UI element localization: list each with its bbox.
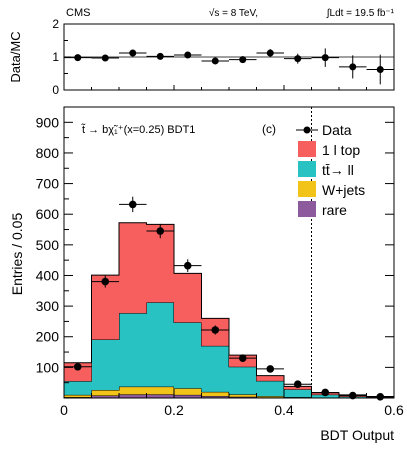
main-xlabel: BDT Output [320,427,394,443]
main-ytick-label: 200 [36,329,60,345]
legend: Data 1 l top tt̄→ ll W+jets rare [296,122,365,218]
ratio-point [74,54,82,62]
main-xtick-label: 0.4 [274,402,294,418]
data-point [156,227,165,235]
ratio-point [101,54,109,62]
main-ylabel: Entries / 0.05 [9,213,25,296]
ratio-point [321,54,329,62]
legend-1l-top-label: 1 l top [322,142,360,158]
legend-1l-top-swatch [298,141,316,157]
legend-rare-label: rare [322,202,347,218]
legend-ttbar-label: tt̄→ ll [322,162,354,178]
ratio-point [239,56,247,64]
lumi-label: ∫Ldt = 19.5 fb⁻¹ [326,8,395,19]
legend-wjets-swatch [298,181,316,197]
legend-ttbar: tt̄→ ll [298,161,354,178]
legend-rare-swatch [298,201,316,217]
data-point [73,362,82,371]
main-ytick-label: 400 [36,267,60,283]
ratio-point [129,49,137,57]
ratio-point [184,51,192,59]
main-ytick-label: 800 [36,145,60,161]
data-point [128,200,137,209]
data-point [321,388,330,397]
main-ytick-label: 500 [36,237,60,253]
main-ytick-label: 300 [36,298,60,314]
panel-label: (c) [262,122,276,136]
legend-1l-top: 1 l top [298,141,360,158]
legend-data: Data [296,122,352,138]
data-point [238,354,247,362]
data-point [101,277,110,286]
data-point [376,392,385,401]
experiment-label: CMS [66,7,90,19]
main-xtick-label: 0 [60,402,68,418]
ratio-point [266,49,274,57]
main-xtick-label: 0.6 [384,402,404,418]
legend-rare: rare [298,201,347,218]
data-point [293,380,302,389]
data-point [348,391,357,400]
main-ytick-label: 900 [36,114,60,130]
data-point [183,261,192,270]
main-panel: 100 200 300 400 500 600 700 800 900 0 0.2 0.4 0.6 t… [9,106,404,443]
ratio-ytick-label: 1 [52,50,59,64]
ratio-point [376,66,384,74]
ratio-point [211,57,219,65]
chart-title: t̃ → bχ̃₁⁺(x=0.25) BDT1 [81,123,196,136]
ratio-ytick-label: 0 [52,83,59,97]
data-point [211,326,220,334]
ratio-panel: 0 1 2 Data/MC [8,17,395,97]
main-xtick-label: 0.2 [164,402,184,418]
energy-label: √s = 8 TeV, [209,7,258,19]
stack-1-l-top [64,222,394,398]
main-ytick-label: 700 [36,176,60,192]
ratio-ylabel: Data/MC [8,31,23,82]
ratio-point [294,55,302,63]
legend-wjets: W+jets [298,181,365,198]
data-point [266,365,275,373]
ratio-point [156,52,164,60]
main-ytick-label: 600 [36,206,60,222]
legend-wjets-label: W+jets [322,182,365,198]
main-ytick-label: 100 [36,359,60,375]
legend-data-label: Data [322,122,352,138]
legend-data-marker [303,126,311,134]
ratio-ytick-label: 2 [52,17,59,31]
ratio-point [349,63,357,71]
legend-ttbar-swatch [298,161,316,177]
